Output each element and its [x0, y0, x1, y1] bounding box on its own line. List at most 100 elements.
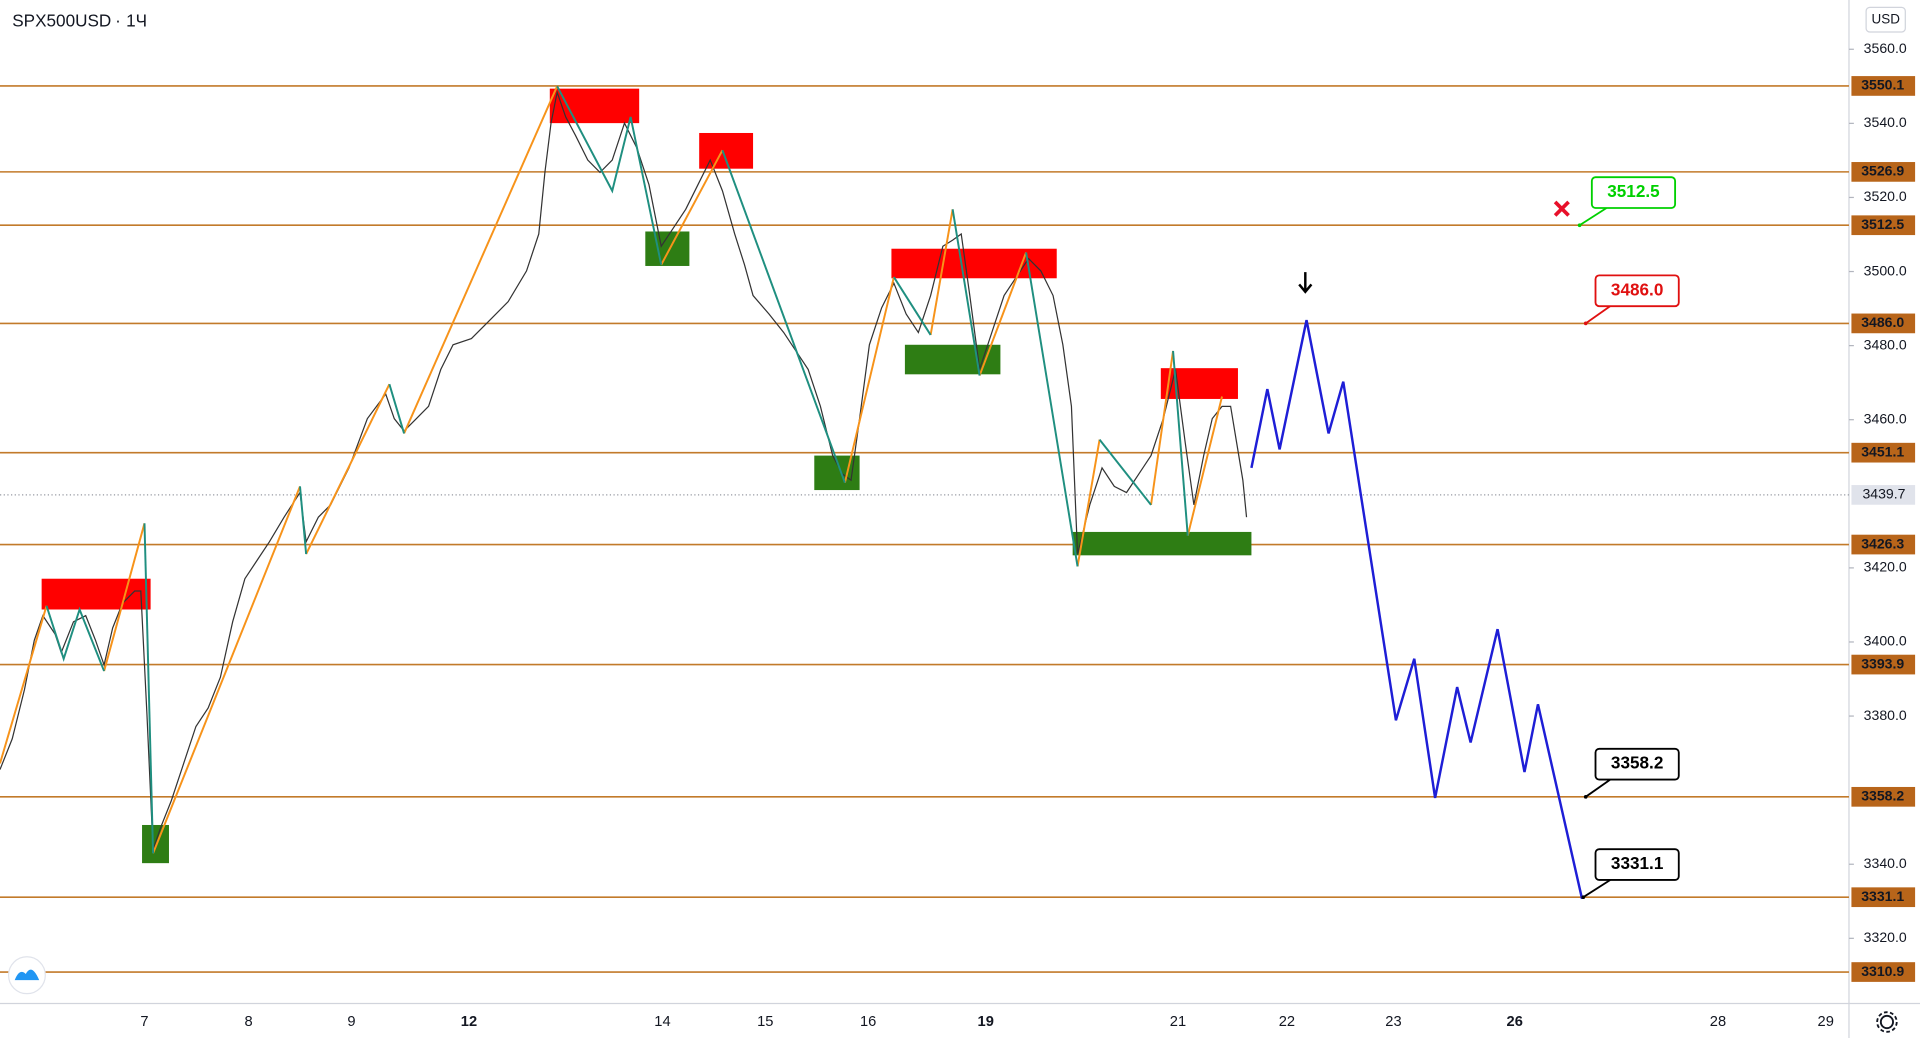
zigzag-segment	[45, 605, 105, 672]
callout-box	[1594, 848, 1680, 881]
x-tick-label: 22	[1279, 1014, 1295, 1030]
callout-anchor	[1577, 223, 1582, 228]
y-tick-label: 3560.0	[1864, 40, 1907, 56]
current-price-label: 3439.7	[1862, 486, 1905, 502]
y-tick-label: 3460.0	[1864, 410, 1907, 426]
x-tick-label: 9	[347, 1014, 355, 1030]
callout-box	[1594, 747, 1680, 781]
supply-zone	[891, 248, 1057, 279]
callout-box	[1594, 274, 1680, 308]
currency: USD	[1871, 11, 1900, 26]
zigzag-segment	[403, 85, 559, 434]
y-tick-label: 3400.0	[1864, 633, 1907, 649]
zigzag-segment	[305, 383, 391, 555]
callout-pointer	[1579, 207, 1608, 227]
supply-zone	[1160, 368, 1238, 399]
level-tag	[1851, 162, 1916, 182]
x-tick-label: 29	[1818, 1014, 1834, 1030]
supply-zone	[41, 578, 151, 610]
zigzag-up	[0, 85, 1223, 854]
settings-button[interactable]	[1876, 1011, 1898, 1033]
zones	[41, 88, 1252, 864]
supply-zone	[699, 132, 754, 169]
zigzag-segment	[1076, 439, 1101, 567]
gear-teeth[interactable]	[1876, 1011, 1898, 1033]
zigzag-segment	[143, 523, 155, 854]
demand-zone	[904, 344, 1001, 375]
separator: ·	[115, 11, 121, 31]
callouts: 3512.5 3486.0 3358.2 3331.1	[1577, 176, 1680, 900]
level-tag	[1851, 442, 1916, 463]
x-tick-label: 26	[1507, 1014, 1523, 1030]
levels	[0, 85, 1849, 973]
callout-label: 3486.0	[1611, 279, 1663, 299]
currency-box	[1865, 6, 1906, 33]
zigzag-segment	[978, 252, 1028, 376]
level-label: 3451.1	[1861, 443, 1904, 459]
level-tag	[1851, 534, 1916, 555]
cross-stroke	[1553, 200, 1570, 217]
interval: 1Ч	[126, 11, 147, 31]
logo-mark[interactable]	[14, 969, 40, 981]
level-tag	[1851, 887, 1916, 908]
x-tick-label: 12	[461, 1014, 477, 1030]
y-tick-label: 3480.0	[1864, 336, 1907, 352]
zigzag-segment	[103, 523, 146, 672]
level-tag	[1851, 76, 1916, 96]
level-label: 3486.0	[1861, 314, 1904, 330]
x-tick-label: 14	[654, 1014, 670, 1030]
level-tag	[1851, 654, 1916, 675]
demand-zone	[1072, 531, 1252, 556]
callout-pointer	[1585, 305, 1611, 325]
callout-label: 3331.1	[1611, 853, 1664, 873]
level-label: 3310.9	[1861, 963, 1904, 979]
zigzag-down	[45, 85, 1189, 854]
zigzag-segment	[1172, 350, 1189, 536]
zigzag-segment	[0, 605, 48, 764]
callout-box	[1590, 176, 1677, 209]
projection-path	[1250, 319, 1584, 900]
level-tag	[1851, 313, 1916, 334]
zigzag-segment	[843, 276, 895, 483]
y-tick-label: 3520.0	[1864, 188, 1907, 204]
arrow-down	[1298, 272, 1313, 294]
supply-zone	[549, 88, 640, 124]
level-label: 3512.5	[1861, 216, 1904, 232]
level-label: 3358.2	[1861, 788, 1904, 804]
zigzag-segment	[299, 486, 308, 555]
callout-anchor	[1583, 321, 1588, 326]
gear[interactable]	[1879, 1014, 1894, 1030]
x-tick-label: 16	[860, 1014, 876, 1030]
zigzag-segment	[1098, 438, 1152, 506]
x-tick-label: 19	[978, 1014, 994, 1030]
price-path	[0, 90, 1248, 850]
zigzag-segment	[388, 383, 406, 434]
level-label: 3331.1	[1861, 888, 1904, 904]
zigzag-segment	[1025, 252, 1079, 567]
zigzag-segment	[1186, 396, 1223, 536]
x-tick-label: 7	[140, 1014, 148, 1030]
level-tag	[1851, 962, 1916, 982]
y-tick-label: 3540.0	[1864, 114, 1907, 130]
zigzag-segment	[556, 85, 663, 265]
y-tick-label: 3380.0	[1864, 707, 1907, 723]
level-label: 3393.9	[1861, 655, 1904, 671]
y-tick-label: 3340.0	[1864, 855, 1907, 871]
level-label: 3526.9	[1861, 163, 1904, 179]
level-tag	[1851, 215, 1916, 236]
x-tick-label: 8	[244, 1014, 252, 1030]
current-price-tag	[1851, 485, 1916, 505]
time-axis: 7 8 9 12 14 15 16 19 21 22 23 26 28 29	[140, 1014, 1833, 1030]
zigzag-segment	[660, 149, 724, 266]
level-tag	[1851, 786, 1916, 807]
logo[interactable]	[7, 956, 46, 995]
arrow-head	[1298, 283, 1313, 294]
callout-anchor	[1581, 895, 1586, 900]
zigzag-segment	[951, 209, 981, 376]
zigzag-segment	[1150, 350, 1175, 505]
x-tick-label: 21	[1170, 1014, 1186, 1030]
price-axis: USD 3560.0 3540.0 3520.0 3500.0 3480.0 3460.0…	[1848, 6, 1916, 982]
